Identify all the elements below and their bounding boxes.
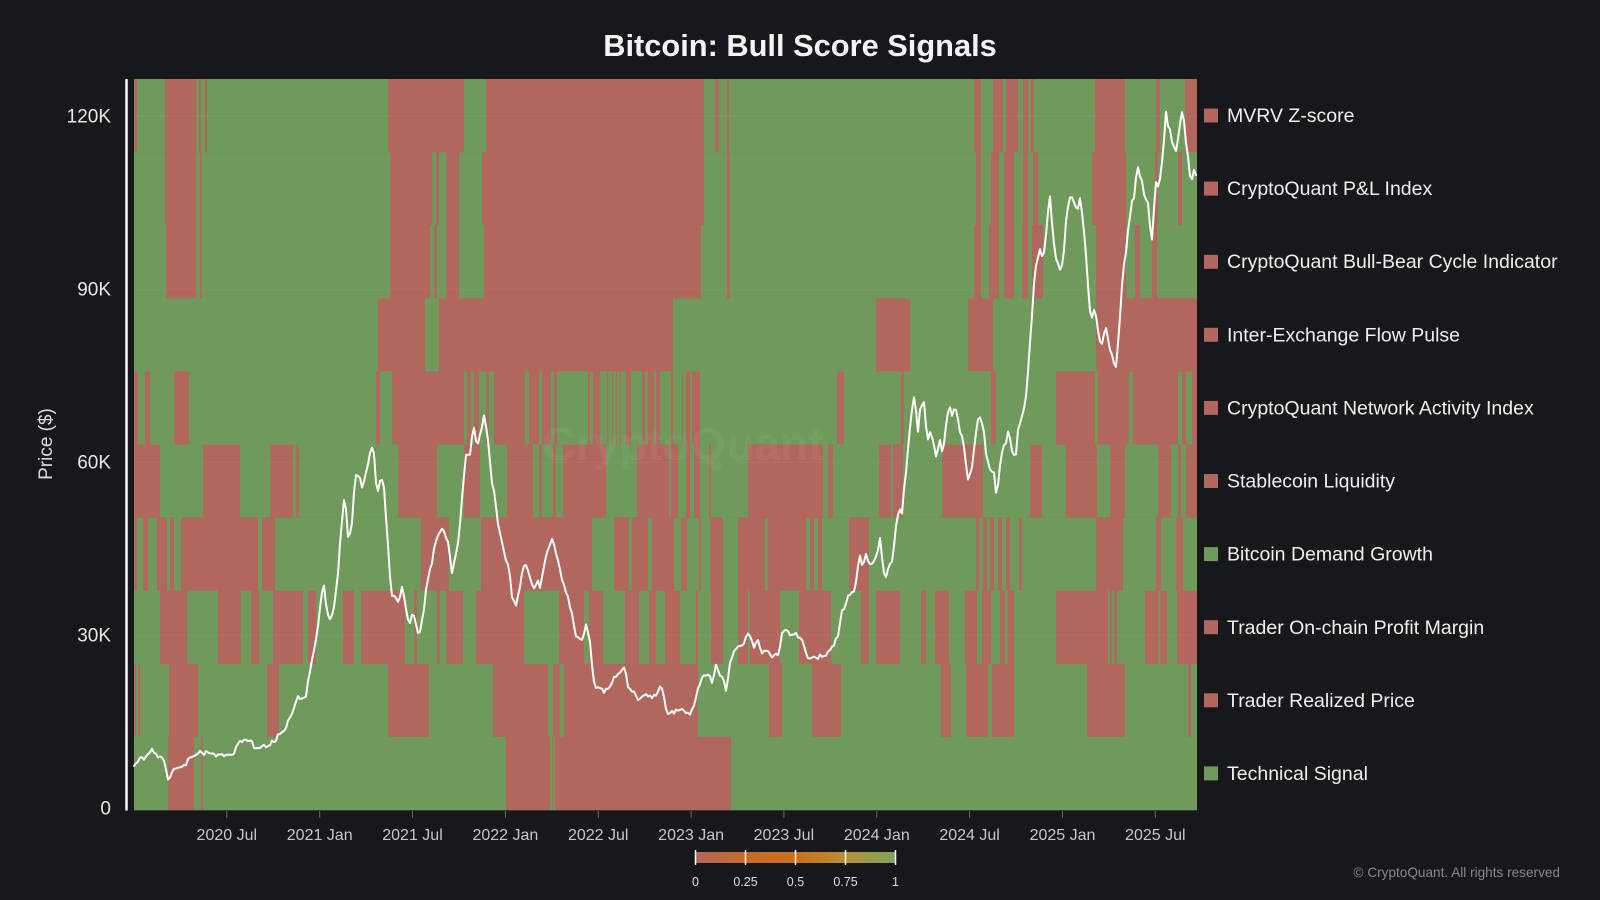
svg-text:2021 Jan: 2021 Jan xyxy=(287,827,353,844)
svg-text:30K: 30K xyxy=(77,626,111,647)
svg-text:2020 Jul: 2020 Jul xyxy=(197,827,258,844)
svg-text:120K: 120K xyxy=(67,107,112,128)
svg-text:2025 Jul: 2025 Jul xyxy=(1125,827,1186,844)
svg-text:Price ($): Price ($) xyxy=(36,408,57,480)
svg-text:Trader Realized Price: Trader Realized Price xyxy=(1227,690,1415,712)
svg-text:Inter-Exchange Flow Pulse: Inter-Exchange Flow Pulse xyxy=(1227,324,1460,346)
svg-text:CryptoQuant: CryptoQuant xyxy=(542,418,823,470)
svg-text:2023 Jul: 2023 Jul xyxy=(754,827,815,844)
svg-text:1: 1 xyxy=(892,875,899,889)
svg-text:2022 Jul: 2022 Jul xyxy=(568,827,629,844)
svg-text:CryptoQuant P&L Index: CryptoQuant P&L Index xyxy=(1227,178,1432,200)
svg-text:2024 Jan: 2024 Jan xyxy=(844,827,910,844)
svg-text:0.75: 0.75 xyxy=(833,875,857,889)
svg-text:2022 Jan: 2022 Jan xyxy=(472,827,538,844)
svg-text:2025 Jan: 2025 Jan xyxy=(1030,827,1096,844)
svg-text:0.5: 0.5 xyxy=(787,875,804,889)
svg-text:2021 Jul: 2021 Jul xyxy=(382,827,443,844)
svg-text:Stablecoin Liquidity: Stablecoin Liquidity xyxy=(1227,471,1395,493)
svg-text:0: 0 xyxy=(692,875,699,889)
svg-text:0: 0 xyxy=(100,799,111,820)
svg-text:© CryptoQuant. All rights rese: © CryptoQuant. All rights reserved xyxy=(1354,865,1560,880)
svg-text:CryptoQuant Network Activity I: CryptoQuant Network Activity Index xyxy=(1227,397,1534,419)
svg-text:CryptoQuant Bull-Bear Cycle In: CryptoQuant Bull-Bear Cycle Indicator xyxy=(1227,251,1558,273)
svg-text:60K: 60K xyxy=(77,453,111,474)
svg-text:2024 Jul: 2024 Jul xyxy=(939,827,1000,844)
svg-text:Technical Signal: Technical Signal xyxy=(1227,763,1368,785)
svg-text:Bitcoin: Bull Score Signals: Bitcoin: Bull Score Signals xyxy=(603,28,997,63)
svg-text:Bitcoin Demand Growth: Bitcoin Demand Growth xyxy=(1227,544,1433,566)
svg-text:2023 Jan: 2023 Jan xyxy=(658,827,724,844)
svg-text:Trader On-chain Profit Margin: Trader On-chain Profit Margin xyxy=(1227,617,1484,639)
svg-text:MVRV Z-score: MVRV Z-score xyxy=(1227,105,1355,127)
svg-text:90K: 90K xyxy=(77,280,111,301)
svg-text:0.25: 0.25 xyxy=(733,875,757,889)
